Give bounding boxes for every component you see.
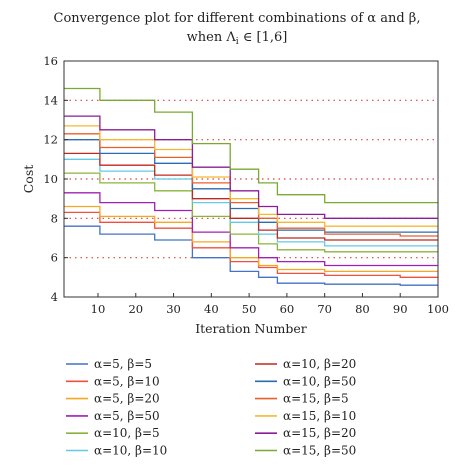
x-tick-label: 30	[166, 302, 181, 316]
x-tick-label: 50	[242, 302, 257, 316]
y-axis-label: Cost	[21, 165, 36, 194]
series-line	[64, 172, 438, 253]
x-tick-label: 90	[393, 302, 408, 316]
y-tick-label: 16	[43, 54, 58, 68]
series-line	[64, 115, 438, 219]
series-line	[64, 192, 438, 267]
series-line	[64, 125, 438, 227]
legend-label: α=10, β=50	[283, 374, 356, 388]
legend-label: α=10, β=20	[283, 357, 356, 371]
legend-label: α=15, β=10	[283, 409, 356, 423]
legend-label: α=5, β=10	[94, 374, 160, 388]
series-line	[64, 158, 438, 247]
x-tick-label: 100	[427, 302, 449, 316]
series-line	[64, 205, 438, 273]
chart-title: Convergence plot for different combinati…	[54, 11, 421, 26]
x-tick-label: 70	[317, 302, 332, 316]
x-tick-label: 10	[91, 302, 106, 316]
y-tick-label: 6	[51, 251, 58, 265]
legend: α=5, β=5 α=5, β=10 α=5, β=20 α=5, β=50 α=10,…	[66, 357, 356, 458]
legend-label: α=5, β=50	[94, 409, 160, 423]
series-line	[64, 87, 438, 204]
y-tick-label: 8	[51, 211, 58, 225]
chart-subtitle-sub: i	[236, 37, 239, 47]
series-line	[64, 152, 438, 241]
series-line	[64, 225, 438, 286]
chart-subtitle-pre: when Λ	[187, 30, 237, 45]
x-axis-label: Iteration Number	[195, 321, 307, 336]
x-tick-label: 60	[280, 302, 295, 316]
legend-label: α=5, β=5	[94, 357, 152, 371]
series-line	[64, 133, 438, 237]
x-tick-label: 20	[128, 302, 143, 316]
x-tick-label: 80	[355, 302, 370, 316]
legend-label: α=5, β=20	[94, 392, 160, 406]
y-tick-label: 12	[43, 133, 58, 147]
chart-subtitle: when Λi ∈ [1,6]	[187, 30, 288, 47]
chart-subtitle-post: ∈ [1,6]	[239, 30, 288, 45]
legend-label: α=10, β=10	[94, 444, 167, 458]
legend-label: α=10, β=5	[94, 426, 160, 440]
y-tick-label: 14	[43, 93, 58, 107]
legend-label: α=15, β=20	[283, 426, 356, 440]
x-tick-label: 40	[204, 302, 219, 316]
y-tick-label: 4	[51, 290, 58, 304]
legend-label: α=15, β=50	[283, 444, 356, 458]
legend-label: α=15, β=5	[283, 392, 349, 406]
axis-ticks: 10 20 30 40 50 60 70 80 90 100 4 6 8 10 12 14 16	[43, 54, 449, 316]
y-tick-label: 10	[43, 172, 58, 186]
series-lines	[64, 87, 438, 286]
